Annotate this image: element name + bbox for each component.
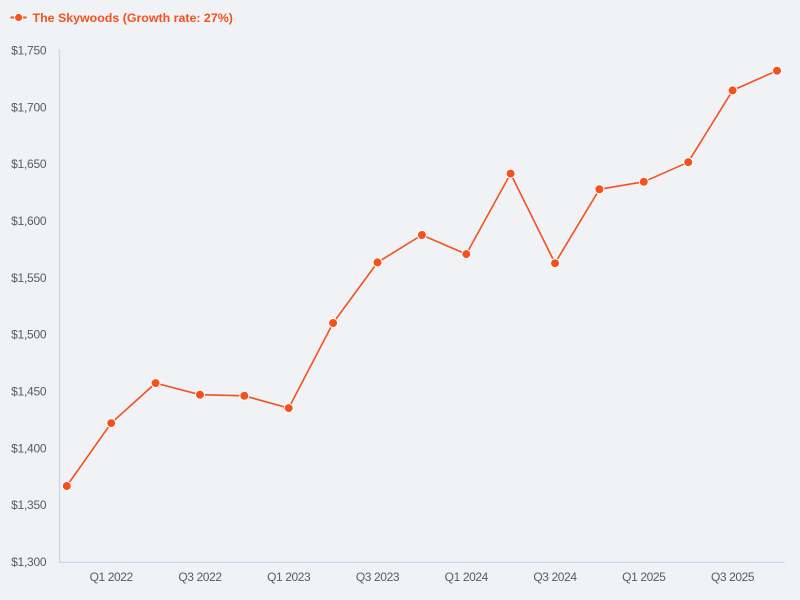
svg-text:Q1 2022: Q1 2022 [90,570,134,584]
svg-text:Q1 2025: Q1 2025 [622,570,666,584]
svg-text:$1,650: $1,650 [11,157,47,171]
svg-text:The Skywoods (Growth rate: 27%: The Skywoods (Growth rate: 27%) [33,11,233,25]
svg-text:Q3 2022: Q3 2022 [178,570,222,584]
svg-text:$1,350: $1,350 [11,498,47,512]
svg-text:$1,750: $1,750 [11,44,47,58]
svg-text:$1,600: $1,600 [11,214,47,228]
svg-text:Q3 2023: Q3 2023 [356,570,400,584]
svg-text:$1,450: $1,450 [11,385,47,399]
svg-text:$1,550: $1,550 [11,271,47,285]
svg-text:Q3 2025: Q3 2025 [711,570,755,584]
svg-text:$1,500: $1,500 [11,328,47,342]
svg-text:$1,400: $1,400 [11,441,47,455]
svg-text:Q3 2024: Q3 2024 [533,570,577,584]
svg-text:$1,300: $1,300 [11,555,47,569]
svg-text:Q1 2024: Q1 2024 [445,570,489,584]
svg-text:$1,700: $1,700 [11,100,47,114]
svg-text:Q1 2023: Q1 2023 [267,570,311,584]
